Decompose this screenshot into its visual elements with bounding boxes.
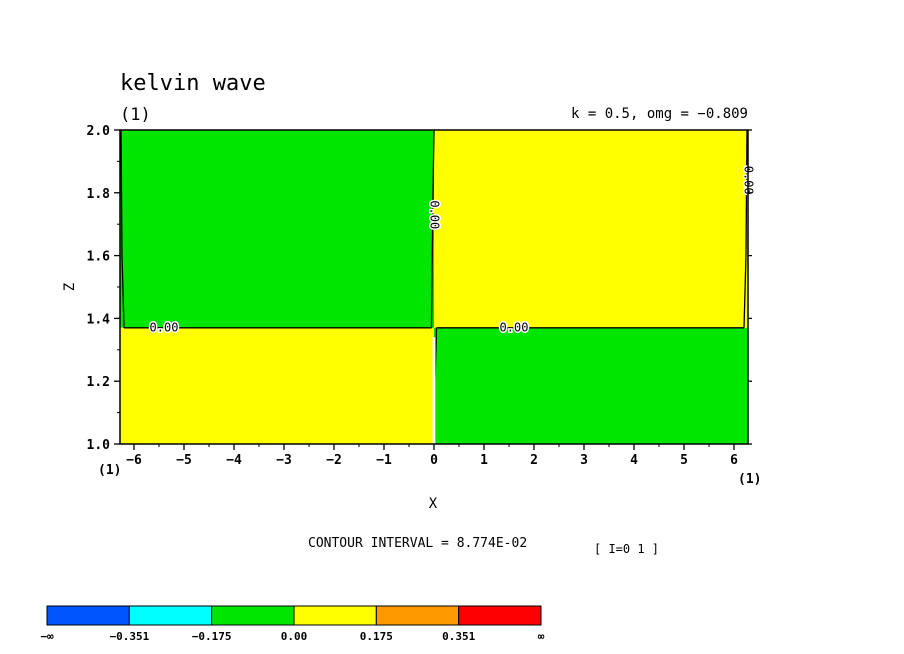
x-tick-label: 1 — [480, 453, 488, 468]
colorbar-label: −∞ — [40, 630, 54, 643]
x-tick-label: 5 — [680, 453, 688, 468]
y-tick-label: 1.0 — [87, 438, 111, 453]
x-tick-label: 2 — [530, 453, 538, 468]
filled-regions — [120, 130, 748, 444]
x-axis: −6 −5 −4 −3 −2 −1 0 1 2 3 4 5 6 — [126, 444, 738, 468]
index-range: [ I=0 1 ] — [594, 542, 659, 556]
x-tick-label: 3 — [580, 453, 588, 468]
region-fill — [120, 327, 434, 444]
colorbar-label: 0.351 — [442, 630, 475, 643]
colorbar-label: 0.175 — [360, 630, 393, 643]
x-tick-label: −6 — [126, 453, 142, 468]
contour-label: 0.00 — [428, 200, 442, 229]
y-tick-label: 1.8 — [87, 187, 111, 202]
x-axis-end-label: (1) — [738, 472, 761, 487]
x-tick-label: 6 — [730, 453, 738, 468]
x-tick-label: −2 — [326, 453, 342, 468]
y-tick-label: 1.6 — [87, 250, 111, 265]
colorbar-swatch — [458, 605, 542, 626]
region-fill — [434, 130, 748, 328]
subtitle-right: k = 0.5, omg = −0.809 — [571, 106, 748, 122]
y-tick-label: 2.0 — [87, 124, 111, 139]
colorbar: −∞ −0.351 −0.175 0.00 0.175 0.351 ∞ — [40, 605, 545, 643]
contour-label: 0.00 — [500, 320, 529, 334]
x-tick-label: −1 — [376, 453, 392, 468]
colorbar-swatch — [46, 605, 130, 626]
x-tick-label: 4 — [630, 453, 638, 468]
x-axis-start-label: (1) — [98, 463, 121, 478]
contour-lines — [120, 129, 748, 444]
chart-title: kelvin wave — [120, 71, 266, 96]
x-axis-title: X — [429, 496, 438, 512]
colorbar-swatch — [293, 605, 377, 626]
colorbar-label: ∞ — [538, 630, 545, 643]
y-axis: 1.0 1.2 1.4 1.6 1.8 2.0 — [87, 124, 752, 453]
colorbar-swatch — [128, 605, 213, 626]
y-tick-label: 1.2 — [87, 375, 110, 390]
y-tick-label: 1.4 — [87, 312, 111, 327]
colorbar-label: 0.00 — [281, 630, 308, 643]
contour-label: 0.00 — [150, 320, 179, 334]
contour-line — [430, 129, 435, 328]
colorbar-label: −0.351 — [109, 630, 149, 643]
contour-labels: 0.00 0.000.000.00 — [148, 164, 757, 336]
contour-line — [120, 129, 125, 328]
subtitle-left: (1) — [120, 105, 151, 125]
y-axis-title: Z — [62, 283, 78, 291]
colorbar-swatch — [211, 605, 295, 626]
region-fill — [434, 327, 748, 444]
colorbar-label: −0.175 — [192, 630, 232, 643]
contour-interval: CONTOUR INTERVAL = 8.774E-02 — [308, 536, 527, 551]
x-tick-label: −5 — [176, 453, 192, 468]
x-tick-label: 0 — [430, 453, 438, 468]
x-tick-label: −4 — [226, 453, 242, 468]
x-tick-label: −3 — [276, 453, 292, 468]
region-fill — [120, 130, 434, 328]
contour-line — [743, 129, 748, 328]
colorbar-swatch — [375, 605, 460, 626]
